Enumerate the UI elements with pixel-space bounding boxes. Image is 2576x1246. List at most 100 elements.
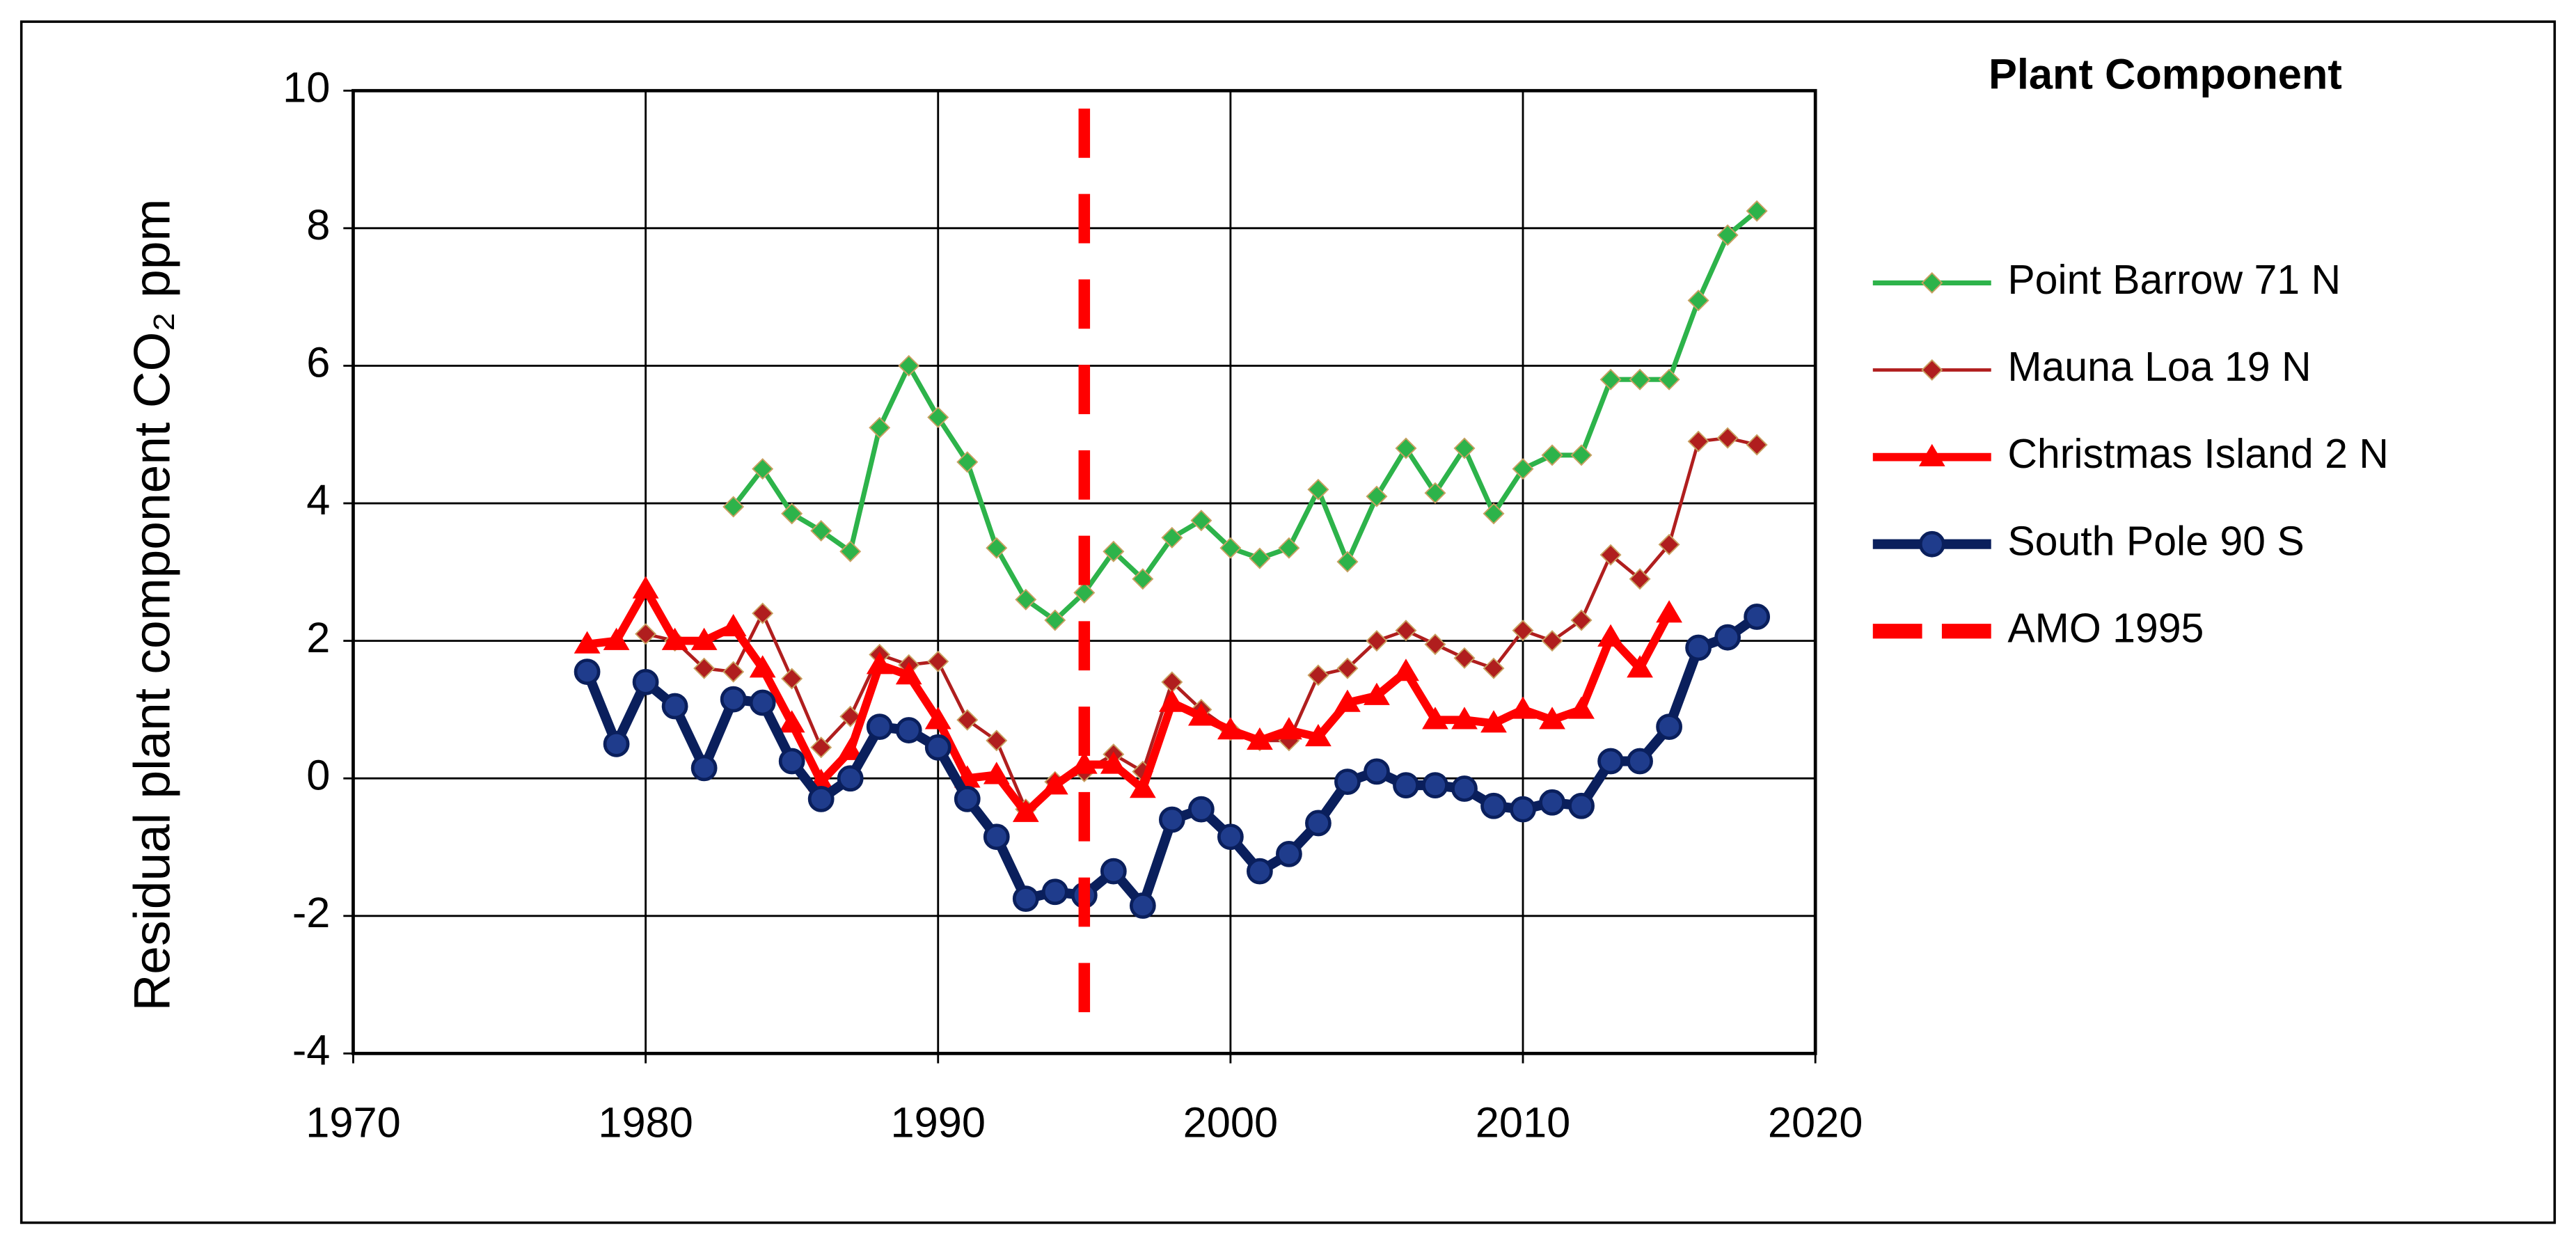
marker — [1570, 609, 1593, 631]
marker — [927, 407, 949, 429]
marker — [1480, 710, 1507, 733]
marker — [1364, 758, 1390, 785]
marker — [1336, 657, 1359, 679]
marker — [1129, 892, 1156, 919]
x-tick-label: 1980 — [598, 1098, 693, 1146]
marker — [1570, 444, 1593, 466]
series — [722, 200, 1768, 631]
marker — [720, 686, 747, 713]
legend-marker — [1918, 530, 1945, 558]
marker — [720, 613, 747, 637]
legend-label: Christmas Island 2 N — [2007, 431, 2389, 477]
marker — [1746, 434, 1768, 456]
legend-label: South Pole 90 S — [2007, 518, 2304, 564]
marker — [1217, 823, 1244, 851]
marker — [954, 785, 981, 812]
marker — [1510, 696, 1536, 719]
marker — [752, 602, 774, 624]
marker — [661, 693, 688, 720]
marker — [1422, 707, 1448, 730]
marker — [983, 823, 1010, 851]
marker — [1539, 789, 1565, 816]
marker — [1483, 503, 1505, 525]
marker — [1627, 655, 1653, 678]
marker — [1100, 751, 1127, 774]
marker — [1480, 792, 1507, 819]
marker — [1424, 482, 1446, 504]
chart-title: Plant Component — [1989, 51, 2342, 99]
marker — [1424, 633, 1446, 656]
y-tick-label: 0 — [306, 751, 330, 799]
marker — [1219, 537, 1242, 559]
marker — [1627, 748, 1653, 775]
y-tick-label: -4 — [292, 1027, 331, 1075]
marker — [869, 416, 891, 439]
marker — [1132, 568, 1154, 590]
marker — [632, 669, 659, 695]
y-tick-label: 10 — [283, 63, 330, 111]
marker — [837, 737, 864, 760]
marker — [690, 755, 718, 782]
marker — [1687, 290, 1709, 312]
marker — [1247, 858, 1273, 885]
x-tick-label: 2000 — [1183, 1098, 1279, 1146]
marker — [1629, 368, 1651, 391]
marker — [1395, 437, 1417, 459]
marker — [1249, 547, 1271, 569]
marker — [1422, 772, 1448, 798]
marker — [693, 657, 716, 679]
x-tick-label: 1970 — [306, 1098, 401, 1146]
marker — [722, 496, 745, 518]
marker — [1012, 799, 1039, 822]
marker — [1568, 792, 1595, 819]
marker — [924, 707, 951, 730]
marker — [1158, 689, 1185, 712]
marker — [1512, 620, 1534, 642]
marker — [1483, 657, 1505, 679]
marker — [574, 659, 601, 685]
marker — [1716, 224, 1739, 246]
marker — [898, 354, 920, 377]
legend-label: AMO 1995 — [2007, 605, 2204, 651]
marker — [752, 458, 774, 480]
x-tick-label: 2010 — [1476, 1098, 1571, 1146]
marker — [749, 689, 776, 716]
frame — [19, 20, 2557, 1224]
series — [574, 604, 1771, 919]
legend-marker — [1918, 443, 1945, 466]
marker — [1305, 810, 1332, 837]
marker — [1451, 707, 1478, 730]
marker — [1187, 796, 1215, 823]
marker — [810, 736, 832, 759]
marker — [749, 655, 776, 678]
marker — [1568, 696, 1595, 719]
marker — [895, 662, 922, 685]
marker — [1746, 200, 1768, 222]
marker — [927, 650, 949, 672]
marker — [690, 627, 718, 650]
marker — [1685, 634, 1712, 661]
marker — [1276, 841, 1302, 867]
marker — [1364, 682, 1390, 705]
y-tick-label: -2 — [292, 889, 331, 937]
legend-marker — [1921, 271, 1943, 294]
marker — [1366, 485, 1388, 507]
marker — [983, 762, 1010, 784]
marker — [1744, 604, 1771, 630]
marker — [1599, 544, 1622, 566]
marker — [1334, 768, 1361, 796]
marker — [1161, 526, 1183, 549]
marker — [986, 537, 1008, 559]
marker — [1187, 703, 1215, 726]
y-tick-label: 8 — [306, 201, 330, 249]
marker — [1334, 689, 1361, 712]
marker — [1129, 775, 1156, 798]
marker — [778, 710, 805, 733]
marker — [1597, 748, 1624, 775]
marker — [1041, 878, 1068, 906]
marker — [956, 451, 979, 473]
marker — [895, 717, 922, 743]
marker — [1100, 858, 1127, 885]
marker — [810, 520, 832, 542]
